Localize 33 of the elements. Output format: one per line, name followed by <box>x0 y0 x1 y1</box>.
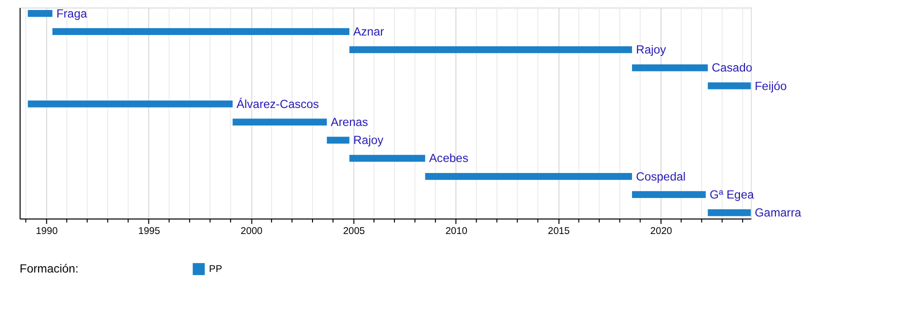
bar <box>28 10 52 17</box>
bar <box>632 64 708 72</box>
y-tick-label: Gª Egea <box>710 188 754 202</box>
y-tick-label: Gamarra <box>754 206 802 220</box>
x-tick-label: 1995 <box>138 226 161 237</box>
bar <box>232 118 327 126</box>
y-tick-label: Rajoy <box>636 44 666 57</box>
y-tick-label: Cospedal <box>636 170 686 184</box>
bar <box>52 28 350 35</box>
x-tick-label: 1990 <box>36 226 58 237</box>
bar <box>28 100 233 108</box>
bar <box>349 46 632 54</box>
y-tick-label: Casado <box>712 62 753 75</box>
y-tick-label: Acebes <box>429 152 468 166</box>
y-tick-label: Aznar <box>353 25 384 38</box>
bar <box>425 172 632 180</box>
x-tick-label: 2005 <box>343 226 366 237</box>
bar <box>708 209 751 216</box>
x-tick-label: 2020 <box>650 226 673 237</box>
bar <box>708 82 751 90</box>
y-tick-label: Arenas <box>330 116 368 130</box>
bar <box>349 154 426 162</box>
bar <box>632 191 706 198</box>
y-tick-label: Rajoy <box>353 134 384 148</box>
y-tick-label: Álvarez-Cascos <box>236 96 320 111</box>
legend-label: PP <box>209 264 223 276</box>
y-tick-label: Fraga <box>56 7 88 20</box>
y-tick-label: Feijóo <box>754 80 788 93</box>
x-tick-label: 2010 <box>445 226 468 237</box>
x-tick-label: 2000 <box>240 226 264 237</box>
bar <box>326 136 350 144</box>
legend-title: Formación: <box>20 262 78 276</box>
x-tick-label: 2015 <box>548 226 570 237</box>
